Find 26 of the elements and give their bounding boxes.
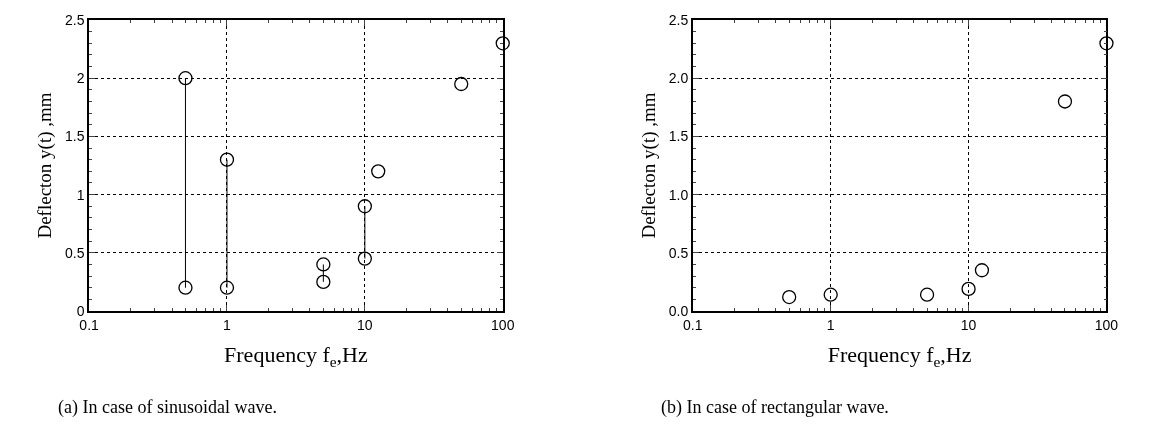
y-tick-label: 0.0 [668, 302, 689, 319]
y-tick-label: 2 [76, 70, 85, 87]
y-tick-label: 0.5 [668, 244, 689, 261]
x-tick-label: 0.1 [683, 316, 703, 333]
x-axis-title: Frequency f$_{e}$,Hz [224, 341, 368, 370]
y-axis-title: Deflecton y(t) ,mm [638, 92, 661, 239]
y-axis-title: Deflecton y(t) ,mm [34, 92, 57, 239]
x-tick-label: 1 [223, 316, 232, 333]
x-axis-title: Frequency f$_{e}$,Hz [827, 341, 972, 370]
text: (b) In case of rectangular wave. [661, 397, 889, 418]
y-tick-label: 2.5 [65, 11, 85, 28]
y-tick-label: 1.5 [65, 128, 85, 145]
x-tick-label: 10 [960, 316, 977, 333]
y-tick-label: 2.5 [668, 11, 689, 28]
y-tick-label: 2.0 [668, 70, 689, 87]
y-tick-label: 1.0 [668, 186, 689, 203]
y-tick-label: 1.5 [668, 128, 689, 145]
x-tick-label: 10 [357, 316, 373, 333]
x-tick-label: 1 [826, 316, 835, 333]
y-tick-label: 0 [76, 302, 85, 319]
x-tick-label: 100 [491, 316, 515, 333]
x-tick-label: 100 [1094, 316, 1119, 333]
text: (a) In case of sinusoidal wave. [58, 397, 277, 418]
x-tick-label: 0.1 [79, 316, 100, 333]
y-tick-label: 0.5 [65, 244, 85, 261]
y-tick-label: 1 [76, 186, 85, 203]
